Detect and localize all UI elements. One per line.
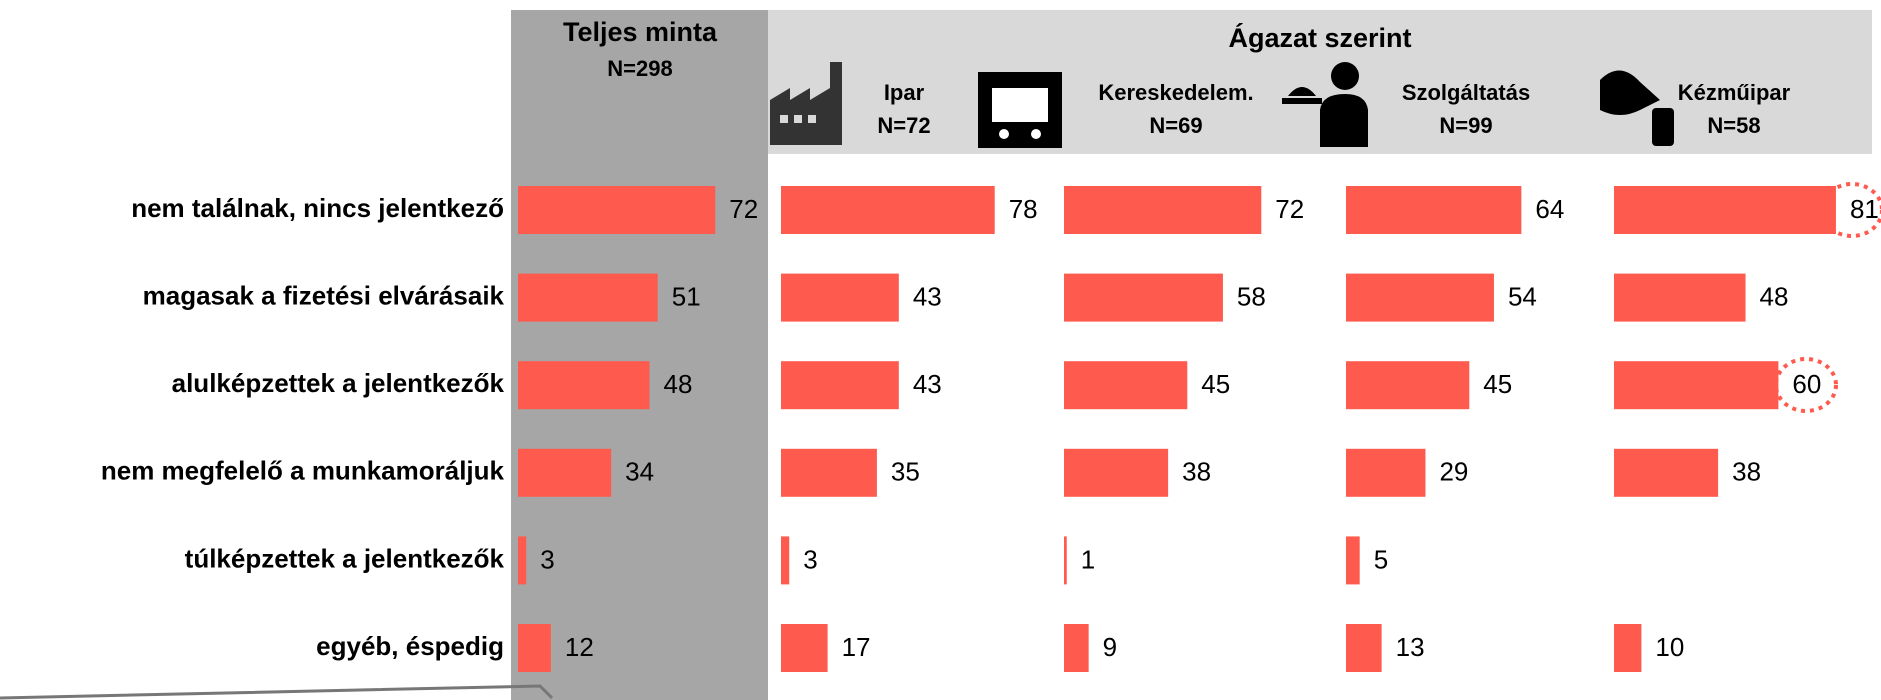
value-label: 45 xyxy=(1201,369,1230,399)
value-label: 48 xyxy=(664,369,693,399)
value-label: 72 xyxy=(729,194,758,224)
cart-icon xyxy=(978,72,1062,148)
value-label: 5 xyxy=(1374,544,1388,574)
decor-line xyxy=(0,684,554,700)
panel-subtitle: N=99 xyxy=(1439,113,1492,138)
panel-subtitle: N=69 xyxy=(1149,113,1202,138)
value-label: 51 xyxy=(672,281,701,311)
category-label: túlképzettek a jelentkezők xyxy=(185,543,505,573)
value-label: 17 xyxy=(842,632,871,662)
bar xyxy=(1614,361,1779,410)
category-label: alulképzettek a jelentkezők xyxy=(172,368,505,398)
value-label: 35 xyxy=(891,457,920,487)
panel-subtitle: N=58 xyxy=(1707,113,1760,138)
bar xyxy=(518,273,658,322)
bar xyxy=(1064,536,1067,585)
factory-icon xyxy=(770,62,842,145)
value-label: 3 xyxy=(540,544,554,574)
bar xyxy=(1346,186,1522,234)
bar xyxy=(1064,273,1223,322)
bar xyxy=(1346,273,1494,322)
bar xyxy=(1064,624,1089,672)
bar xyxy=(1346,361,1470,410)
bar xyxy=(518,624,551,672)
value-label: 45 xyxy=(1483,369,1512,399)
value-label: 54 xyxy=(1508,281,1537,311)
highlight-ring xyxy=(1774,357,1838,413)
value-label: 13 xyxy=(1396,632,1425,662)
bar xyxy=(518,536,527,585)
value-label: 9 xyxy=(1103,632,1117,662)
value-label: 34 xyxy=(625,457,654,487)
category-label: nem megfelelő a munkamoráljuk xyxy=(101,456,505,486)
bar xyxy=(1614,448,1719,497)
panel-title: Teljes minta xyxy=(563,17,718,47)
value-label: 78 xyxy=(1009,194,1038,224)
bar xyxy=(1346,448,1426,497)
panel-title: Ipar xyxy=(884,80,925,105)
panel-title: Szolgáltatás xyxy=(1402,80,1530,105)
value-label: 12 xyxy=(565,632,594,662)
bar xyxy=(1346,536,1360,585)
bar xyxy=(518,448,612,497)
value-label: 43 xyxy=(913,281,942,311)
value-label: 72 xyxy=(1275,194,1304,224)
value-label: 43 xyxy=(913,369,942,399)
panel-subtitle: N=298 xyxy=(607,56,672,81)
bar xyxy=(781,186,995,234)
category-label: egyéb, éspedig xyxy=(316,631,504,661)
value-label: 58 xyxy=(1237,281,1266,311)
category-label: magasak a fizetési elvárásaik xyxy=(143,280,505,310)
bar xyxy=(781,624,828,672)
value-label: 10 xyxy=(1655,632,1684,662)
value-label: 38 xyxy=(1182,457,1211,487)
bar xyxy=(1614,273,1746,322)
bar xyxy=(781,361,899,410)
value-label: 48 xyxy=(1760,281,1789,311)
bar xyxy=(1064,186,1262,234)
value-label: 1 xyxy=(1081,544,1095,574)
bar xyxy=(1064,448,1169,497)
bar xyxy=(781,448,877,497)
value-label: 81 xyxy=(1850,194,1879,224)
craft-icon xyxy=(1600,70,1674,146)
value-label: 29 xyxy=(1439,457,1468,487)
panel-subtitle: N=72 xyxy=(877,113,930,138)
bar xyxy=(1346,624,1382,672)
value-label: 60 xyxy=(1792,369,1821,399)
bar xyxy=(1614,186,1836,234)
waiter-icon xyxy=(1282,62,1368,147)
value-label: 3 xyxy=(803,544,817,574)
panel-title: Kézműipar xyxy=(1678,80,1791,105)
bar xyxy=(518,186,716,234)
group-title: Ágazat szerint xyxy=(1228,22,1411,53)
total-column-bg xyxy=(511,10,768,700)
value-label: 64 xyxy=(1535,194,1564,224)
bar xyxy=(518,361,650,410)
value-label: 38 xyxy=(1732,457,1761,487)
bar xyxy=(781,536,790,585)
bar xyxy=(1064,361,1188,410)
panel-title: Kereskedelem. xyxy=(1098,80,1253,105)
category-label: nem találnak, nincs jelentkező xyxy=(131,193,504,223)
bar xyxy=(1614,624,1642,672)
bar xyxy=(781,273,899,322)
